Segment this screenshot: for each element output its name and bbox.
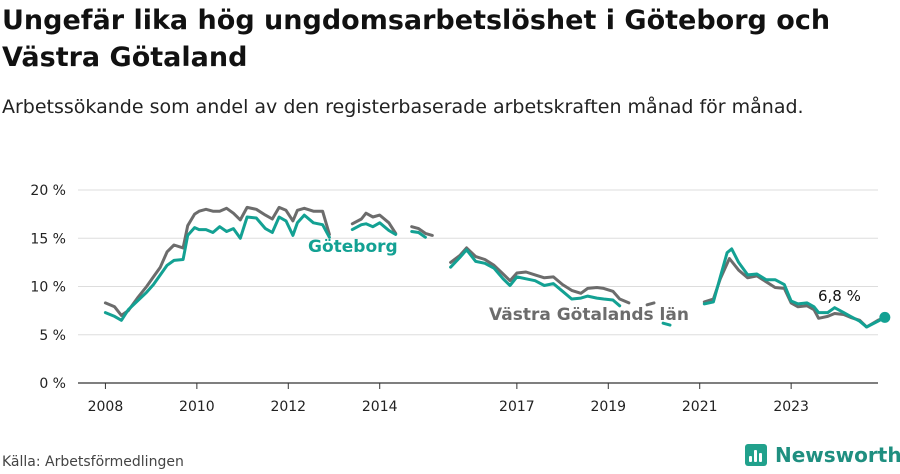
y-axis-tick-labels: 0 % 5 % 10 % 15 % 20 % — [30, 183, 66, 392]
chart-subtitle: Arbetssökande som andel av den registerb… — [2, 96, 804, 118]
source-note: Källa: Arbetsförmedlingen — [2, 454, 184, 470]
newsworthy-logo-icon — [745, 444, 767, 466]
y-tick-label: 10 % — [30, 280, 66, 296]
x-tick-label: 2021 — [682, 399, 718, 415]
brand-name: Newsworthy — [775, 443, 900, 467]
y-tick-label: 5 % — [39, 328, 66, 344]
x-tick-label: 2017 — [499, 399, 535, 415]
x-tick-label: 2023 — [773, 399, 809, 415]
newsworthy-brand: Newsworthy — [745, 443, 900, 467]
x-tick-label: 2019 — [590, 399, 626, 415]
y-tick-label: 20 % — [30, 183, 66, 199]
series-label-goteborg: Göteborg — [308, 237, 398, 257]
grid-lines — [78, 189, 878, 336]
series-line-goteborg — [103, 213, 887, 329]
end-value-label: 6,8 % — [818, 287, 861, 305]
x-tick-label: 2012 — [270, 399, 306, 415]
x-tick-label: 2010 — [179, 399, 215, 415]
y-tick-label: 15 % — [30, 231, 66, 247]
series-line-vastra_gotaland — [103, 205, 887, 329]
series-end-marker — [879, 311, 891, 323]
x-tick-label: 2008 — [88, 399, 124, 415]
x-tick-label: 2014 — [362, 399, 398, 415]
chart-title: Ungefär lika hög ungdomsarbetslöshet i G… — [2, 5, 831, 73]
y-tick-label: 0 % — [39, 376, 66, 392]
series-label-vastra-gotaland: Västra Götalands län — [489, 305, 689, 325]
x-axis: 2008 2010 2012 2014 2017 2019 2021 2023 — [78, 382, 878, 415]
series-lines — [103, 205, 891, 329]
